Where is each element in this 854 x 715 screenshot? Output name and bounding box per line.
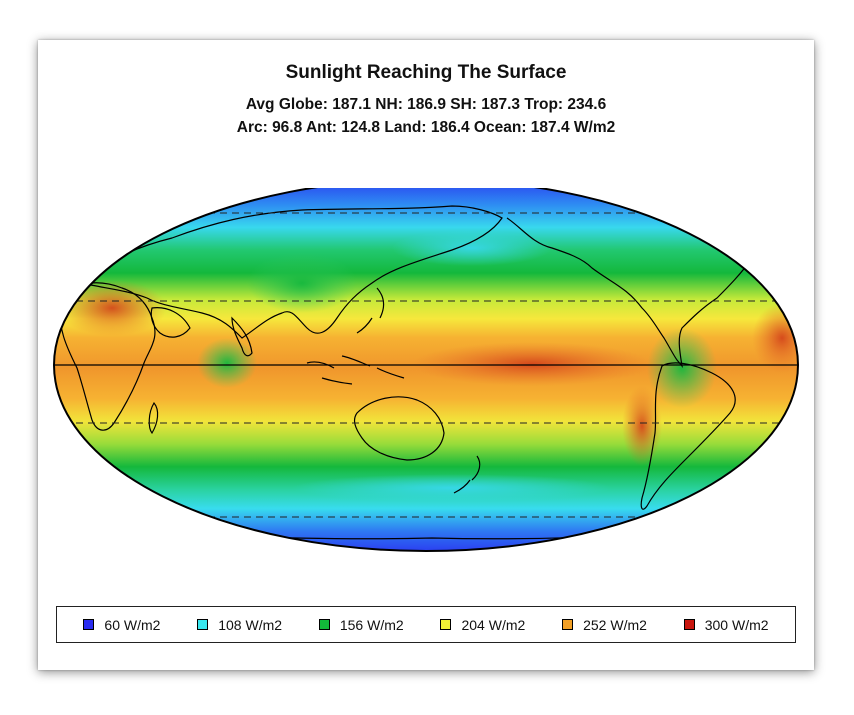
legend-item-156: 156 W/m2 — [318, 616, 404, 633]
legend-item-108: 108 W/m2 — [197, 617, 282, 633]
legend-label: 156 W/m2 — [339, 616, 404, 633]
indian-ocean-low — [197, 338, 257, 388]
figure-card: Sunlight Reaching The Surface Avg Globe:… — [38, 40, 814, 670]
tibet-china-low — [247, 253, 357, 313]
legend-swatch — [197, 619, 209, 630]
sahara-maximum — [57, 280, 167, 336]
map-subtitle-stats-line-2: Arc: 96.8 Ant: 124.8 Land: 186.4 Ocean: … — [236, 119, 616, 136]
legend-swatch — [683, 619, 695, 630]
legend-swatch — [83, 619, 95, 630]
amazon-low — [647, 328, 717, 408]
legend-label: 252 W/m2 — [583, 616, 647, 633]
legend-label: 108 W/m2 — [218, 616, 283, 633]
map-subtitle-stats-line-1: Avg Globe: 187.1 NH: 186.9 SH: 187.3 Tro… — [245, 96, 607, 113]
legend-label: 60 W/m2 — [104, 616, 161, 633]
legend-item-60: 60 W/m2 — [83, 617, 160, 633]
legend-swatch — [562, 619, 574, 630]
world-map — [53, 188, 799, 552]
color-legend: 60 W/m2 108 W/m2 156 W/m2 204 W/m2 252 W… — [56, 606, 796, 643]
andes-maximum — [622, 386, 662, 466]
legend-swatch — [318, 619, 330, 630]
southern-ocean-low — [292, 474, 612, 502]
legend-item-300: 300 W/m2 — [683, 616, 769, 633]
legend-item-252: 252 W/m2 — [562, 617, 647, 633]
central-pacific-maximum — [412, 342, 652, 386]
globe-outline — [53, 188, 799, 552]
legend-label: 204 W/m2 — [461, 616, 526, 633]
map-title: Sunlight Reaching The Surface — [285, 62, 567, 83]
legend-item-204: 204 W/m2 — [440, 617, 525, 633]
legend-label: 300 W/m2 — [704, 616, 769, 633]
legend-swatch — [440, 619, 452, 630]
